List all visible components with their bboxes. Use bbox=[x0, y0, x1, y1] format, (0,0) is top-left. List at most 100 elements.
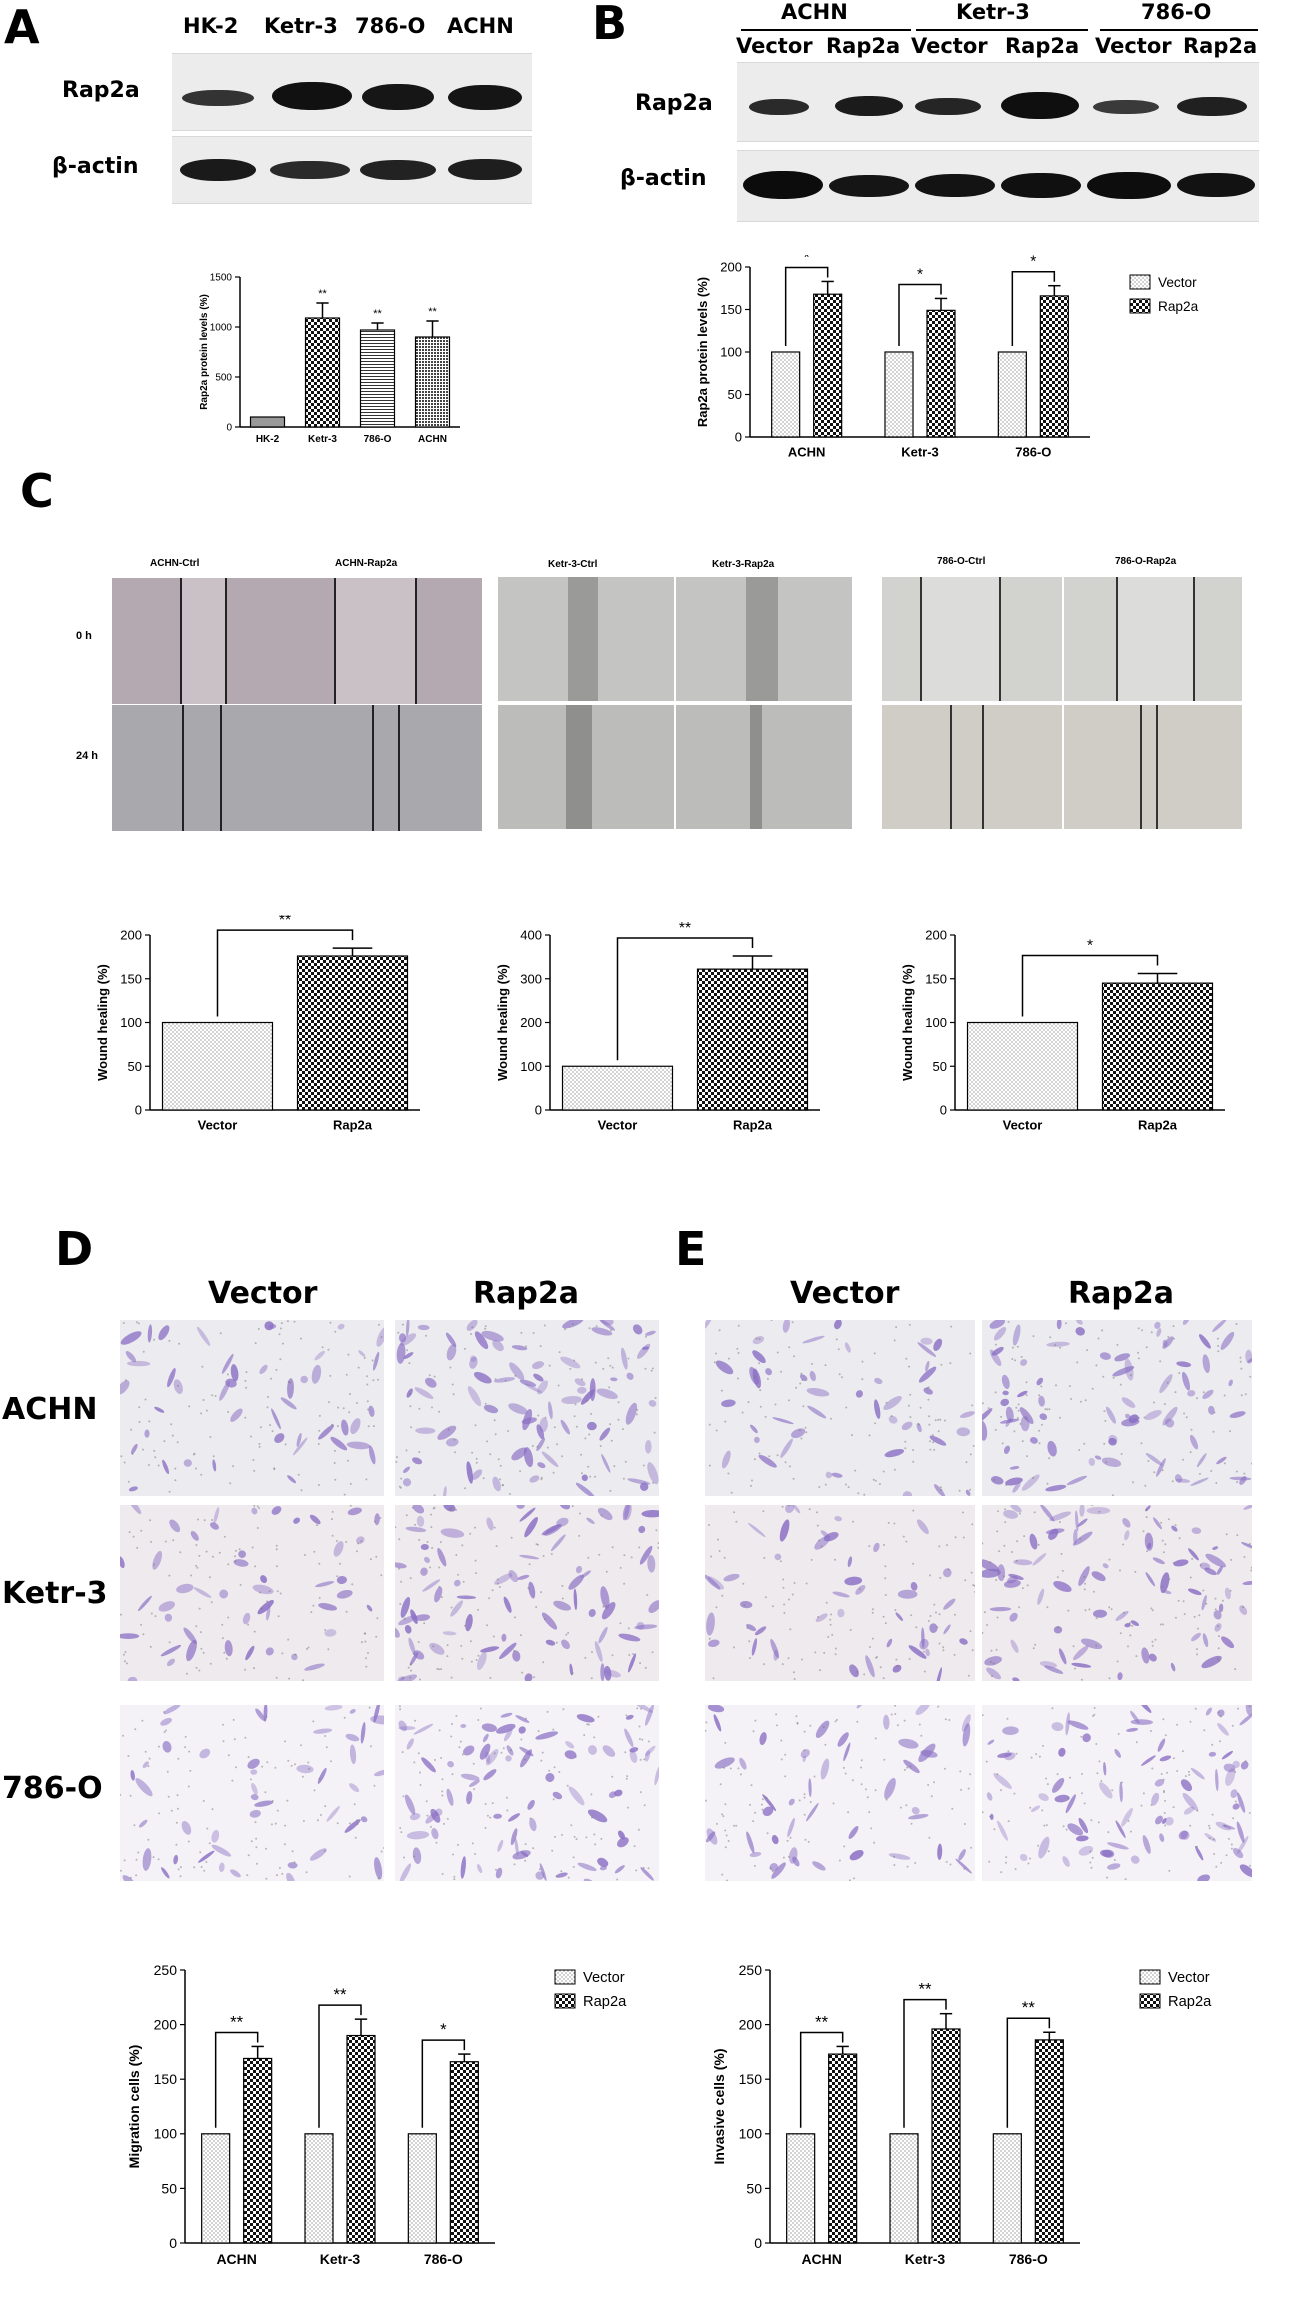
significance-bracket bbox=[1006, 2017, 1051, 2128]
blot-b-actin-strip bbox=[737, 150, 1259, 222]
blot-band bbox=[1087, 172, 1171, 199]
y-tick-label: 250 bbox=[154, 1962, 178, 1978]
y-tick-label: 200 bbox=[520, 1015, 542, 1030]
panel-letter-c: C bbox=[20, 464, 54, 518]
significance-label: ** bbox=[918, 1980, 932, 1999]
wound-row-label: 0 h bbox=[76, 630, 92, 642]
x-tick-label: 786-O bbox=[1009, 2251, 1048, 2267]
panel-letter-a: A bbox=[4, 0, 40, 54]
bar bbox=[931, 2028, 961, 2244]
legend-label: Vector bbox=[1168, 1970, 1210, 1986]
bar bbox=[449, 2061, 479, 2244]
y-axis-label: Migration cells (%) bbox=[126, 2045, 142, 2169]
blot-a-lane-label: HK-2 bbox=[183, 14, 239, 38]
legend-swatch bbox=[1139, 1969, 1161, 1985]
blot-band bbox=[360, 160, 436, 180]
y-tick-label: 500 bbox=[215, 373, 232, 384]
bar bbox=[249, 416, 286, 428]
y-tick-label: 0 bbox=[735, 430, 742, 445]
bar bbox=[992, 2133, 1022, 2244]
x-tick-label: ACHN bbox=[216, 2251, 256, 2267]
y-tick-label: 50 bbox=[933, 1059, 947, 1074]
blot-band bbox=[270, 161, 350, 179]
x-tick-label: 786-O bbox=[1015, 445, 1051, 460]
significance-bracket bbox=[421, 2039, 466, 2128]
y-tick-label: 200 bbox=[154, 2017, 178, 2033]
y-tick-label: 100 bbox=[925, 1015, 947, 1030]
chart-b: 0 50 100 150 200 Rap2a protein levels (%) * ACH… bbox=[695, 255, 1199, 460]
wound-image-achn-rap2a-24h bbox=[296, 705, 482, 831]
blot-band bbox=[1001, 92, 1079, 119]
blot-band bbox=[1093, 100, 1159, 114]
blot-b-lane-label: Vector bbox=[911, 34, 988, 58]
bar bbox=[304, 317, 341, 428]
y-tick-label: 250 bbox=[739, 1962, 763, 1978]
blot-a-lane-label: ACHN bbox=[447, 14, 514, 38]
blot-band bbox=[182, 90, 254, 106]
bar bbox=[243, 2057, 273, 2244]
bar bbox=[786, 2133, 816, 2244]
transwell-row-label: 786-O bbox=[2, 1771, 103, 1806]
y-tick-label: 50 bbox=[746, 2180, 762, 2196]
legend-label: Vector bbox=[1158, 275, 1197, 290]
significance-bracket bbox=[903, 1998, 947, 2128]
blot-b-lane-label: Rap2a bbox=[826, 34, 901, 58]
legend-swatch bbox=[554, 1993, 576, 2009]
x-tick-label: ACHN bbox=[801, 2251, 841, 2267]
bar bbox=[696, 968, 809, 1111]
significance-bracket bbox=[216, 929, 354, 1017]
y-tick-label: 0 bbox=[754, 2235, 762, 2251]
x-tick-label: Ketr-3 bbox=[901, 445, 939, 460]
y-axis-label: Rap2a protein levels (%) bbox=[695, 277, 710, 427]
grid-E-image bbox=[705, 1505, 975, 1681]
grid-D-image bbox=[395, 1320, 659, 1496]
blot-b-row-label: β-actin bbox=[620, 166, 707, 191]
bar bbox=[407, 2133, 437, 2244]
transwell-d-col-label: Vector bbox=[208, 1276, 318, 1311]
blot-band bbox=[915, 98, 981, 115]
x-tick-label: Ketr-3 bbox=[905, 2251, 946, 2267]
wound-image-achn-ctrl-0h bbox=[112, 578, 298, 704]
y-tick-label: 200 bbox=[720, 260, 742, 275]
y-tick-label: 0 bbox=[169, 2235, 177, 2251]
group-line bbox=[741, 29, 911, 31]
group-line bbox=[1100, 29, 1258, 31]
blot-band bbox=[835, 96, 903, 116]
significance-label: ** bbox=[428, 306, 437, 318]
bar bbox=[889, 2133, 919, 2244]
significance-label: ** bbox=[318, 288, 327, 300]
significance-label: ** bbox=[333, 1985, 347, 2004]
blot-b-lane-label: Rap2a bbox=[1183, 34, 1258, 58]
x-tick-label: Rap2a bbox=[733, 1118, 773, 1133]
transwell-row-label: ACHN bbox=[2, 1392, 98, 1427]
significance-bracket bbox=[898, 283, 942, 346]
significance-label: * bbox=[1030, 255, 1036, 271]
y-tick-label: 100 bbox=[154, 2126, 178, 2142]
chart-c3: 0 50 100 150 200 Wound healing (%) Vector Rap2a… bbox=[900, 928, 1225, 1133]
blot-band bbox=[362, 84, 434, 110]
grid-E-image bbox=[982, 1705, 1252, 1881]
y-tick-label: 50 bbox=[128, 1059, 142, 1074]
wound-image-ketr3-rap2a-0h bbox=[676, 577, 852, 701]
wound-title: ACHN-Rap2a bbox=[335, 558, 398, 569]
significance-label: ** bbox=[679, 920, 691, 937]
blot-a-rap2a-strip bbox=[172, 53, 532, 131]
bar bbox=[359, 329, 396, 428]
transwell-e-col-label: Vector bbox=[790, 1276, 900, 1311]
y-tick-label: 200 bbox=[925, 928, 947, 943]
y-tick-label: 150 bbox=[154, 2071, 178, 2087]
bar bbox=[561, 1065, 674, 1111]
blot-b-row-label: Rap2a bbox=[635, 91, 713, 116]
y-tick-label: 50 bbox=[728, 387, 742, 402]
blot-a-row-label: β-actin bbox=[52, 154, 139, 179]
x-tick-label: ACHN bbox=[788, 445, 826, 460]
blot-band bbox=[448, 159, 522, 180]
wound-title: 786-O-Rap2a bbox=[1115, 556, 1177, 567]
blot-band bbox=[272, 82, 352, 110]
wound-title: ACHN-Ctrl bbox=[150, 558, 200, 569]
y-axis-label: Wound healing (%) bbox=[495, 964, 510, 1081]
significance-label: * bbox=[1087, 938, 1093, 955]
grid-E-image bbox=[982, 1505, 1252, 1681]
y-tick-label: 200 bbox=[739, 2017, 763, 2033]
chart-c2: 0 100 200 300 400 Wound healing (%) Vector Rap2… bbox=[495, 920, 820, 1133]
